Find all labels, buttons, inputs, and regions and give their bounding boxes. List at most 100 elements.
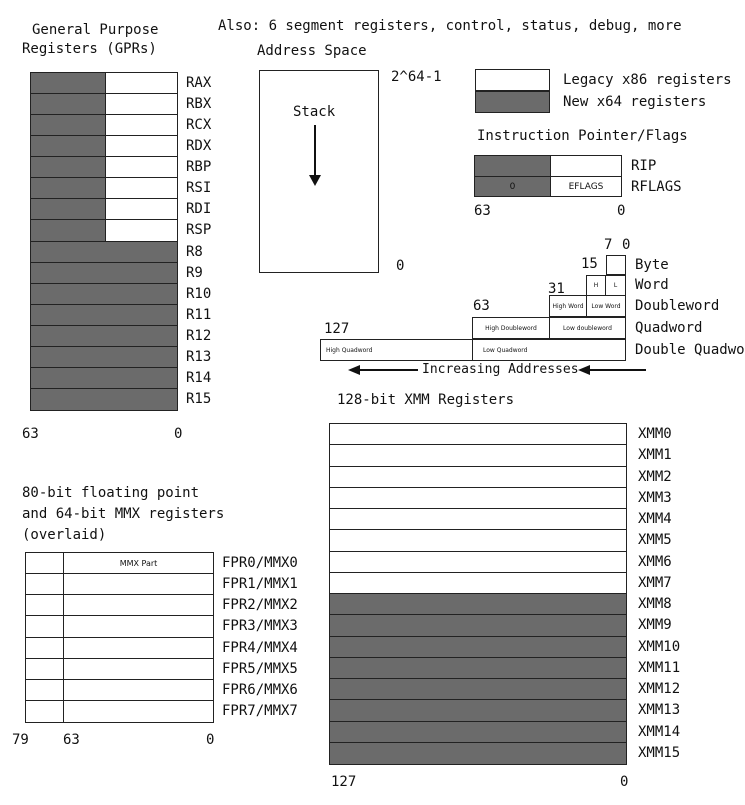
stack-down-arrow-icon bbox=[309, 125, 321, 186]
address-bottom-label: 0 bbox=[396, 258, 405, 274]
fpu-row: MMX Part bbox=[26, 553, 213, 575]
xmm-label-xmm0: XMM0 bbox=[638, 426, 672, 442]
gpr-row-rsp bbox=[31, 220, 177, 242]
increasing-addresses-arrow-icon bbox=[348, 365, 646, 375]
gpr-row-rdi bbox=[31, 199, 177, 221]
gpr-register-block bbox=[30, 72, 178, 411]
bit-31-label: 31 bbox=[548, 281, 565, 297]
fpu-label-1: FPR1/MMX1 bbox=[222, 576, 298, 593]
xmm-bit-low: 0 bbox=[620, 774, 629, 790]
gpr-title-line2: Registers (GPRs) bbox=[22, 41, 157, 57]
gpr-bit-low: 0 bbox=[174, 426, 183, 442]
xmm-title: 128-bit XMM Registers bbox=[337, 392, 515, 408]
gpr-upper-bits bbox=[31, 367, 177, 388]
dword-high-word: High Word bbox=[549, 295, 587, 317]
byte-cell bbox=[606, 255, 626, 275]
xmm-label-xmm8: XMM8 bbox=[638, 596, 672, 612]
gpr-label-rax: RAX bbox=[186, 75, 212, 91]
gpr-label-rbx: RBX bbox=[186, 96, 212, 113]
ip-row-divider bbox=[475, 176, 621, 177]
xmm-row-xmm12 bbox=[330, 679, 626, 701]
xmm-row-xmm1 bbox=[330, 445, 626, 467]
gpr-upper-bits bbox=[31, 157, 105, 178]
dword-low-word: Low Word bbox=[586, 295, 626, 317]
mmx-part-label: MMX Part bbox=[119, 558, 158, 568]
fpu-mmx-divider bbox=[63, 658, 64, 679]
gpr-upper-bits bbox=[31, 262, 177, 283]
gpr-lower-bits bbox=[105, 94, 177, 115]
dqword-high-qword: High Quadword bbox=[320, 339, 473, 361]
gpr-row-r9 bbox=[31, 262, 177, 284]
fpu-mmx-divider bbox=[63, 616, 64, 637]
gpr-label-r13: R13 bbox=[186, 348, 212, 365]
gpr-row-r13 bbox=[31, 346, 177, 368]
eflags-part: EFLAGS bbox=[568, 181, 604, 192]
gpr-lower-bits bbox=[105, 178, 177, 199]
gpr-lower-bits bbox=[105, 115, 177, 136]
gpr-row-r11 bbox=[31, 304, 177, 326]
gpr-lower-bits bbox=[105, 199, 177, 220]
rip-label: RIP bbox=[631, 158, 657, 174]
fpu-mmx-divider bbox=[63, 595, 64, 616]
gpr-row-rbx bbox=[31, 94, 177, 116]
gpr-row-rdx bbox=[31, 136, 177, 158]
xmm-row-xmm4 bbox=[330, 509, 626, 531]
xmm-label-xmm6: XMM6 bbox=[638, 553, 672, 570]
ip-bit-high: 63 bbox=[474, 203, 491, 219]
qword-high-dword: High Doubleword bbox=[472, 317, 550, 339]
fpu-label-0: FPR0/MMX0 bbox=[222, 555, 298, 571]
ip-flags-block: 0 EFLAGS bbox=[474, 155, 622, 197]
legend-new-label: New x64 registers bbox=[563, 94, 707, 110]
xmm-label-xmm3: XMM3 bbox=[638, 489, 672, 506]
legend-legacy-swatch bbox=[475, 69, 550, 91]
xmm-row-xmm8 bbox=[330, 594, 626, 616]
fpu-bit-0: 0 bbox=[206, 732, 215, 748]
xmm-row-xmm13 bbox=[330, 700, 626, 722]
fpu-register-block: MMX Part bbox=[25, 552, 214, 723]
fpu-title-line1: 80-bit floating point bbox=[22, 485, 200, 501]
xmm-label-xmm9: XMM9 bbox=[638, 617, 672, 634]
gpr-label-r9: R9 bbox=[186, 264, 203, 281]
xmm-row-xmm3 bbox=[330, 487, 626, 509]
xmm-label-xmm15: XMM15 bbox=[638, 744, 681, 761]
gpr-label-rsi: RSI bbox=[186, 180, 212, 197]
gpr-lower-bits bbox=[105, 136, 177, 157]
xmm-label-xmm2: XMM2 bbox=[638, 468, 672, 485]
gpr-label-rsp: RSP bbox=[186, 222, 212, 239]
fpu-label-5: FPR5/MMX5 bbox=[222, 660, 298, 677]
size-label-byte: Byte bbox=[635, 257, 669, 273]
gpr-label-r14: R14 bbox=[186, 369, 212, 386]
fpu-row bbox=[26, 637, 213, 659]
xmm-label-xmm13: XMM13 bbox=[638, 702, 681, 719]
bit-7-label: 7 bbox=[604, 237, 613, 253]
xmm-label-xmm14: XMM14 bbox=[638, 723, 681, 740]
gpr-label-r12: R12 bbox=[186, 327, 212, 344]
legend-new-swatch bbox=[475, 91, 550, 113]
fpu-mmx-divider bbox=[63, 679, 64, 700]
gpr-upper-bits bbox=[31, 199, 105, 220]
xmm-label-xmm4: XMM4 bbox=[638, 511, 672, 527]
address-space-box bbox=[259, 70, 379, 273]
gpr-title-line1: General Purpose bbox=[32, 22, 159, 38]
fpu-row bbox=[26, 700, 213, 722]
fpu-mmx-divider bbox=[63, 637, 64, 658]
bit-127-label: 127 bbox=[324, 321, 350, 337]
legend-legacy-label: Legacy x86 registers bbox=[563, 72, 732, 88]
gpr-upper-bits bbox=[31, 94, 105, 115]
gpr-label-r8: R8 bbox=[186, 243, 203, 260]
xmm-row-xmm7 bbox=[330, 572, 626, 594]
fpu-mmx-divider bbox=[63, 553, 64, 574]
dqword-low-qword: Low Quadword bbox=[472, 339, 626, 361]
fpu-label-4: FPR4/MMX4 bbox=[222, 639, 298, 656]
gpr-row-rax bbox=[31, 73, 177, 95]
gpr-upper-bits bbox=[31, 220, 105, 241]
ip-bit-low: 0 bbox=[617, 203, 626, 219]
increasing-addresses-label: Increasing Addresses bbox=[422, 362, 579, 377]
gpr-label-r15: R15 bbox=[186, 390, 212, 407]
fpu-mmx-divider bbox=[63, 574, 64, 595]
gpr-upper-bits bbox=[31, 283, 177, 304]
xmm-label-xmm12: XMM12 bbox=[638, 681, 681, 697]
address-top-label: 2^64-1 bbox=[391, 69, 442, 85]
gpr-label-r10: R10 bbox=[186, 285, 212, 302]
xmm-row-xmm6 bbox=[330, 551, 626, 573]
